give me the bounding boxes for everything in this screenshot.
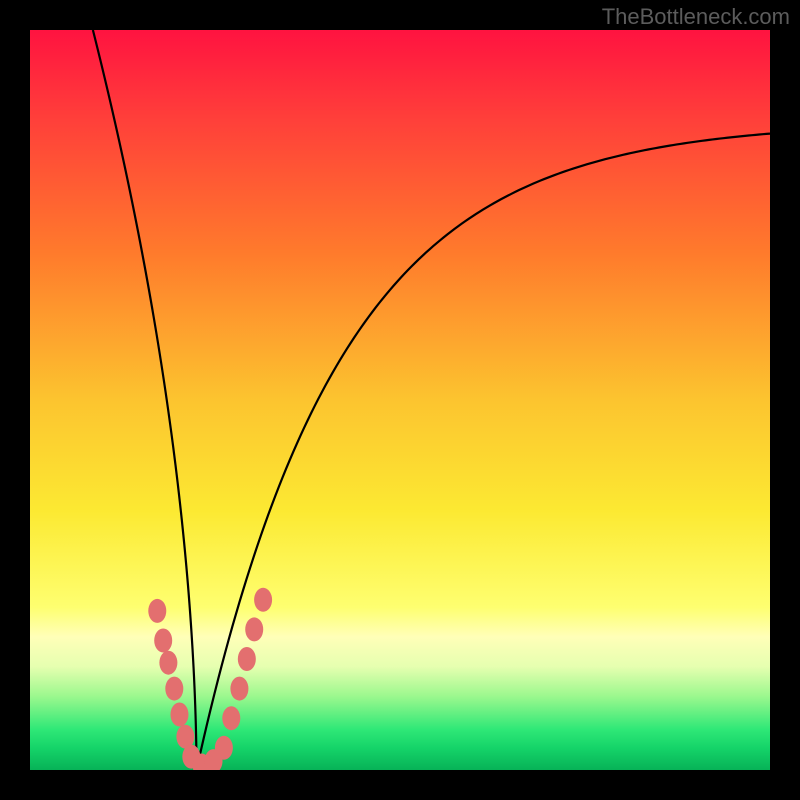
data-point — [238, 647, 256, 671]
data-point — [170, 703, 188, 727]
data-point — [148, 599, 166, 623]
data-point — [254, 588, 272, 612]
data-point — [165, 677, 183, 701]
data-point — [159, 651, 177, 675]
chart-container: { "watermark": { "text": "TheBottleneck.… — [0, 0, 800, 800]
watermark-text: TheBottleneck.com — [602, 4, 790, 30]
bottleneck-chart — [0, 0, 800, 800]
data-point — [230, 677, 248, 701]
data-point — [222, 706, 240, 730]
data-point — [154, 629, 172, 653]
data-point — [215, 736, 233, 760]
chart-background-gradient — [30, 30, 770, 770]
data-point — [245, 617, 263, 641]
